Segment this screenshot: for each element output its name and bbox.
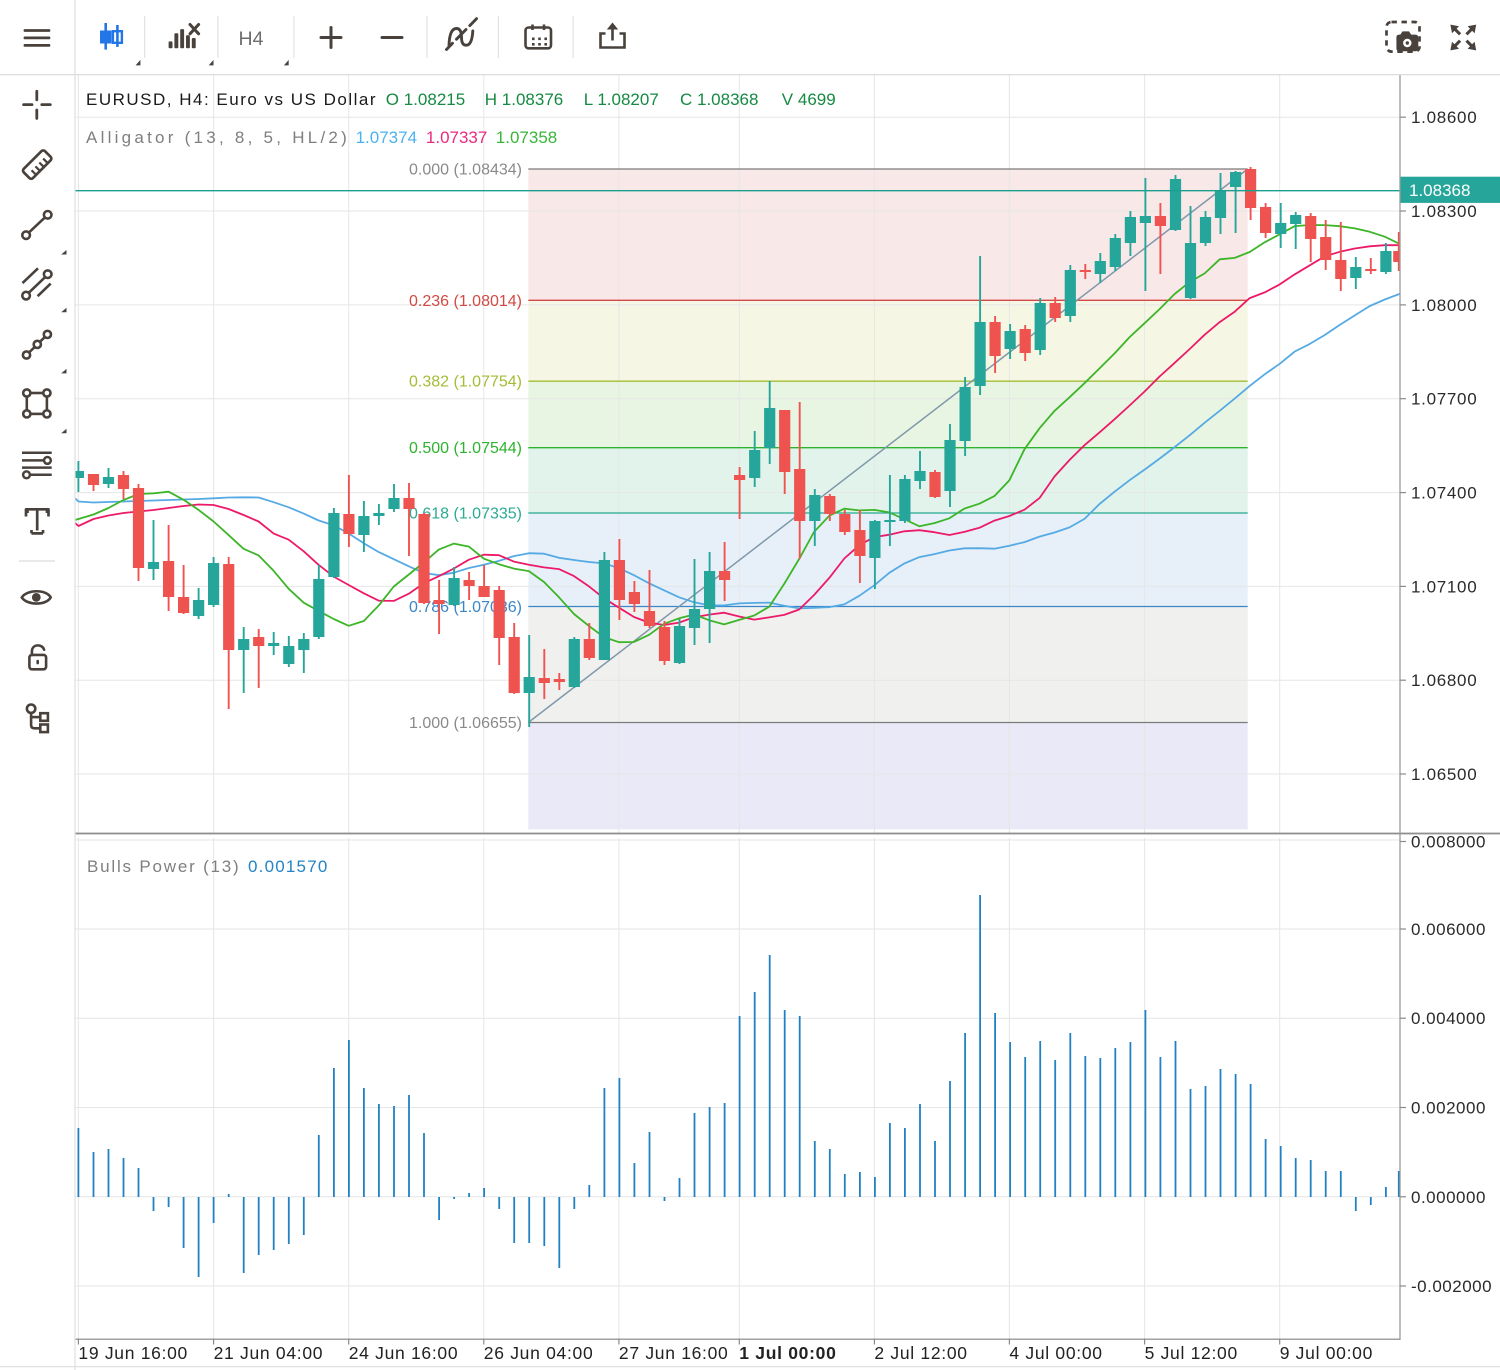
- svg-text:1.08300: 1.08300: [1411, 202, 1477, 221]
- svg-text:1.07374: 1.07374: [356, 128, 417, 147]
- svg-text:H 1.08376: H 1.08376: [485, 90, 563, 109]
- svg-text:1.07358: 1.07358: [496, 128, 557, 147]
- svg-text:1.08368: 1.08368: [1409, 181, 1470, 200]
- svg-text:2 Jul 12:00: 2 Jul 12:00: [874, 1343, 967, 1363]
- svg-text:0.002000: 0.002000: [1411, 1099, 1486, 1118]
- svg-text:EURUSD, H4: Euro vs US Dollar: EURUSD, H4: Euro vs US Dollar: [86, 90, 377, 109]
- svg-text:1.06800: 1.06800: [1411, 671, 1477, 690]
- svg-text:V 4699: V 4699: [782, 90, 836, 109]
- svg-text:0.500 (1.07544): 0.500 (1.07544): [409, 440, 522, 457]
- svg-text:Alligator (13, 8, 5, HL/2): Alligator (13, 8, 5, HL/2): [86, 128, 350, 147]
- svg-text:21 Jun 04:00: 21 Jun 04:00: [214, 1343, 324, 1363]
- svg-text:4 Jul 00:00: 4 Jul 00:00: [1009, 1343, 1102, 1363]
- svg-text:Bulls Power (13): Bulls Power (13): [87, 857, 241, 876]
- svg-text:0.001570: 0.001570: [248, 857, 329, 876]
- svg-text:0.008000: 0.008000: [1411, 833, 1486, 852]
- svg-text:1.07700: 1.07700: [1411, 390, 1477, 409]
- svg-text:0.000000: 0.000000: [1411, 1188, 1486, 1207]
- svg-text:26 Jun 04:00: 26 Jun 04:00: [484, 1343, 594, 1363]
- svg-text:O 1.08215: O 1.08215: [386, 90, 465, 109]
- svg-text:C 1.08368: C 1.08368: [680, 90, 758, 109]
- svg-text:9 Jul 00:00: 9 Jul 00:00: [1280, 1343, 1373, 1363]
- svg-text:-0.002000: -0.002000: [1411, 1277, 1492, 1296]
- svg-text:1.07337: 1.07337: [426, 128, 487, 147]
- svg-text:5 Jul 12:00: 5 Jul 12:00: [1145, 1343, 1238, 1363]
- svg-text:H4: H4: [239, 28, 264, 50]
- svg-text:0.236 (1.08014): 0.236 (1.08014): [409, 293, 522, 310]
- svg-text:1.07100: 1.07100: [1411, 577, 1477, 596]
- svg-text:0.000 (1.08434): 0.000 (1.08434): [409, 162, 522, 179]
- svg-text:24 Jun 16:00: 24 Jun 16:00: [349, 1343, 459, 1363]
- svg-text:0.618 (1.07335): 0.618 (1.07335): [409, 506, 522, 523]
- svg-text:1.08600: 1.08600: [1411, 108, 1477, 127]
- svg-text:0.006000: 0.006000: [1411, 920, 1486, 939]
- svg-text:1.000 (1.06655): 1.000 (1.06655): [409, 715, 522, 732]
- svg-text:0.382 (1.07754): 0.382 (1.07754): [409, 374, 522, 391]
- svg-text:27 Jun 16:00: 27 Jun 16:00: [619, 1343, 729, 1363]
- svg-text:L 1.08207: L 1.08207: [584, 90, 659, 109]
- svg-text:19 Jun 16:00: 19 Jun 16:00: [78, 1343, 188, 1363]
- svg-text:0.004000: 0.004000: [1411, 1009, 1486, 1028]
- svg-text:1.06500: 1.06500: [1411, 765, 1477, 784]
- svg-text:1.07400: 1.07400: [1411, 484, 1477, 503]
- svg-text:1 Jul 00:00: 1 Jul 00:00: [739, 1343, 836, 1363]
- svg-text:1.08000: 1.08000: [1411, 296, 1477, 315]
